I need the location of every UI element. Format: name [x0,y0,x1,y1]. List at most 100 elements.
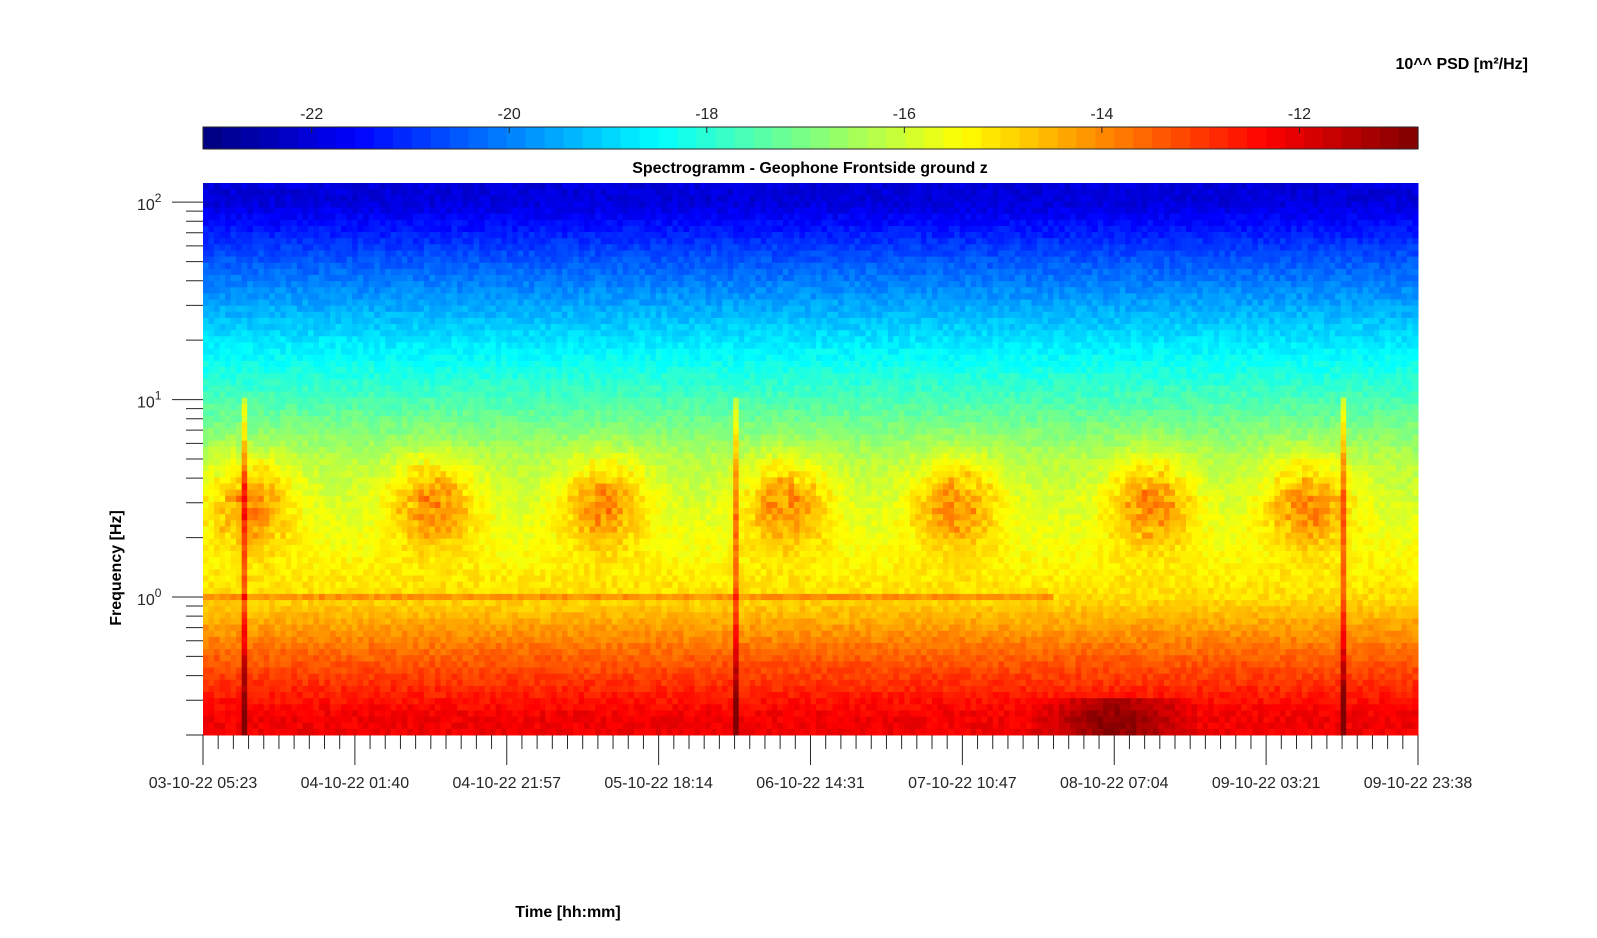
heatmap-cell [865,256,872,264]
heatmap-cell [280,275,287,282]
heatmap-cell [1252,262,1259,270]
heatmap-cell [291,275,298,282]
heatmap-cell [749,189,756,196]
heatmap-cell [920,281,927,288]
heatmap-cell [352,299,359,307]
heatmap-cell [595,317,602,325]
heatmap-cell [793,262,800,270]
heatmap-cell [1401,238,1408,245]
heatmap-cell [700,195,707,202]
heatmap-cell [965,275,972,282]
heatmap-cell [545,219,552,227]
heatmap-cell [313,287,320,294]
heatmap-cell [578,232,585,239]
heatmap-cell [451,311,458,319]
heatmap-cell [633,183,640,190]
heatmap-cell [473,262,480,270]
heatmap-cell [898,213,905,221]
heatmap-cell [1379,195,1386,202]
heatmap-cell [401,207,408,215]
heatmap-cell [379,207,386,215]
heatmap-cell [920,244,927,251]
heatmap-cell [838,225,845,233]
heatmap-cell [1191,195,1198,202]
heatmap-cell [341,238,348,245]
heatmap-cell [711,183,718,190]
heatmap-cell [976,244,983,251]
heatmap-cell [401,189,408,196]
heatmap-cell [429,268,436,276]
heatmap-cell [1042,201,1049,209]
heatmap-cell [1197,183,1204,190]
heatmap-cell [749,250,756,258]
heatmap-cell [1362,201,1369,209]
heatmap-cell [644,311,651,319]
heatmap-cell [263,189,270,196]
heatmap-cell [865,305,872,313]
heatmap-cell [1274,232,1281,239]
heatmap-cell [1401,183,1408,190]
heatmap-cell [236,281,243,288]
heatmap-cell [330,244,337,251]
heatmap-cell [407,189,414,196]
heatmap-cell [517,275,524,282]
heatmap-cell [611,250,618,258]
heatmap-cell [1125,219,1132,227]
heatmap-cell [252,275,259,282]
heatmap-cell [352,189,359,196]
heatmap-cell [898,281,905,288]
heatmap-cell [1059,213,1066,221]
heatmap-cell [755,287,762,294]
heatmap-cell [771,225,778,233]
heatmap-cell [307,195,314,202]
heatmap-cell [357,189,364,196]
heatmap-cell [423,250,430,258]
heatmap-cell [407,262,414,270]
heatmap-cell [385,219,392,227]
heatmap-cell [755,299,762,307]
heatmap-cell [1119,262,1126,270]
heatmap-cell [374,268,381,276]
heatmap-cell [1075,183,1082,190]
heatmap-cell [700,238,707,245]
heatmap-cell [1147,281,1154,288]
heatmap-cell [633,244,640,251]
heatmap-cell [236,189,243,196]
heatmap-cell [1329,305,1336,313]
heatmap-cell [782,195,789,202]
heatmap-cell [446,299,453,307]
heatmap-cell [943,244,950,251]
heatmap-cell [1235,281,1242,288]
heatmap-cell [330,189,337,196]
heatmap-cell [694,305,701,313]
heatmap-cell [517,287,524,294]
heatmap-cell [804,268,811,276]
heatmap-cell [1302,195,1309,202]
heatmap-cell [208,281,215,288]
heatmap-cell [1362,219,1369,227]
heatmap-cell [987,189,994,196]
heatmap-cell [545,305,552,313]
heatmap-cell [1119,189,1126,196]
heatmap-cell [887,219,894,227]
heatmap-cell [313,262,320,270]
heatmap-cell [418,201,425,209]
heatmap-cell [976,275,983,282]
heatmap-cell [672,195,679,202]
heatmap-cell [1081,275,1088,282]
heatmap-cell [959,262,966,270]
heatmap-cell [1329,238,1336,245]
heatmap-cell [661,275,668,282]
heatmap-cell [1036,281,1043,288]
heatmap-cell [1318,268,1325,276]
heatmap-cell [379,281,386,288]
heatmap-cell [617,183,624,190]
heatmap-cell [970,219,977,227]
heatmap-cell [689,256,696,264]
heatmap-cell [727,281,734,288]
heatmap-cell [1368,183,1375,190]
heatmap-cell [1357,232,1364,239]
heatmap-cell [534,219,541,227]
heatmap-cell [926,207,933,215]
heatmap-cell [1406,201,1413,209]
